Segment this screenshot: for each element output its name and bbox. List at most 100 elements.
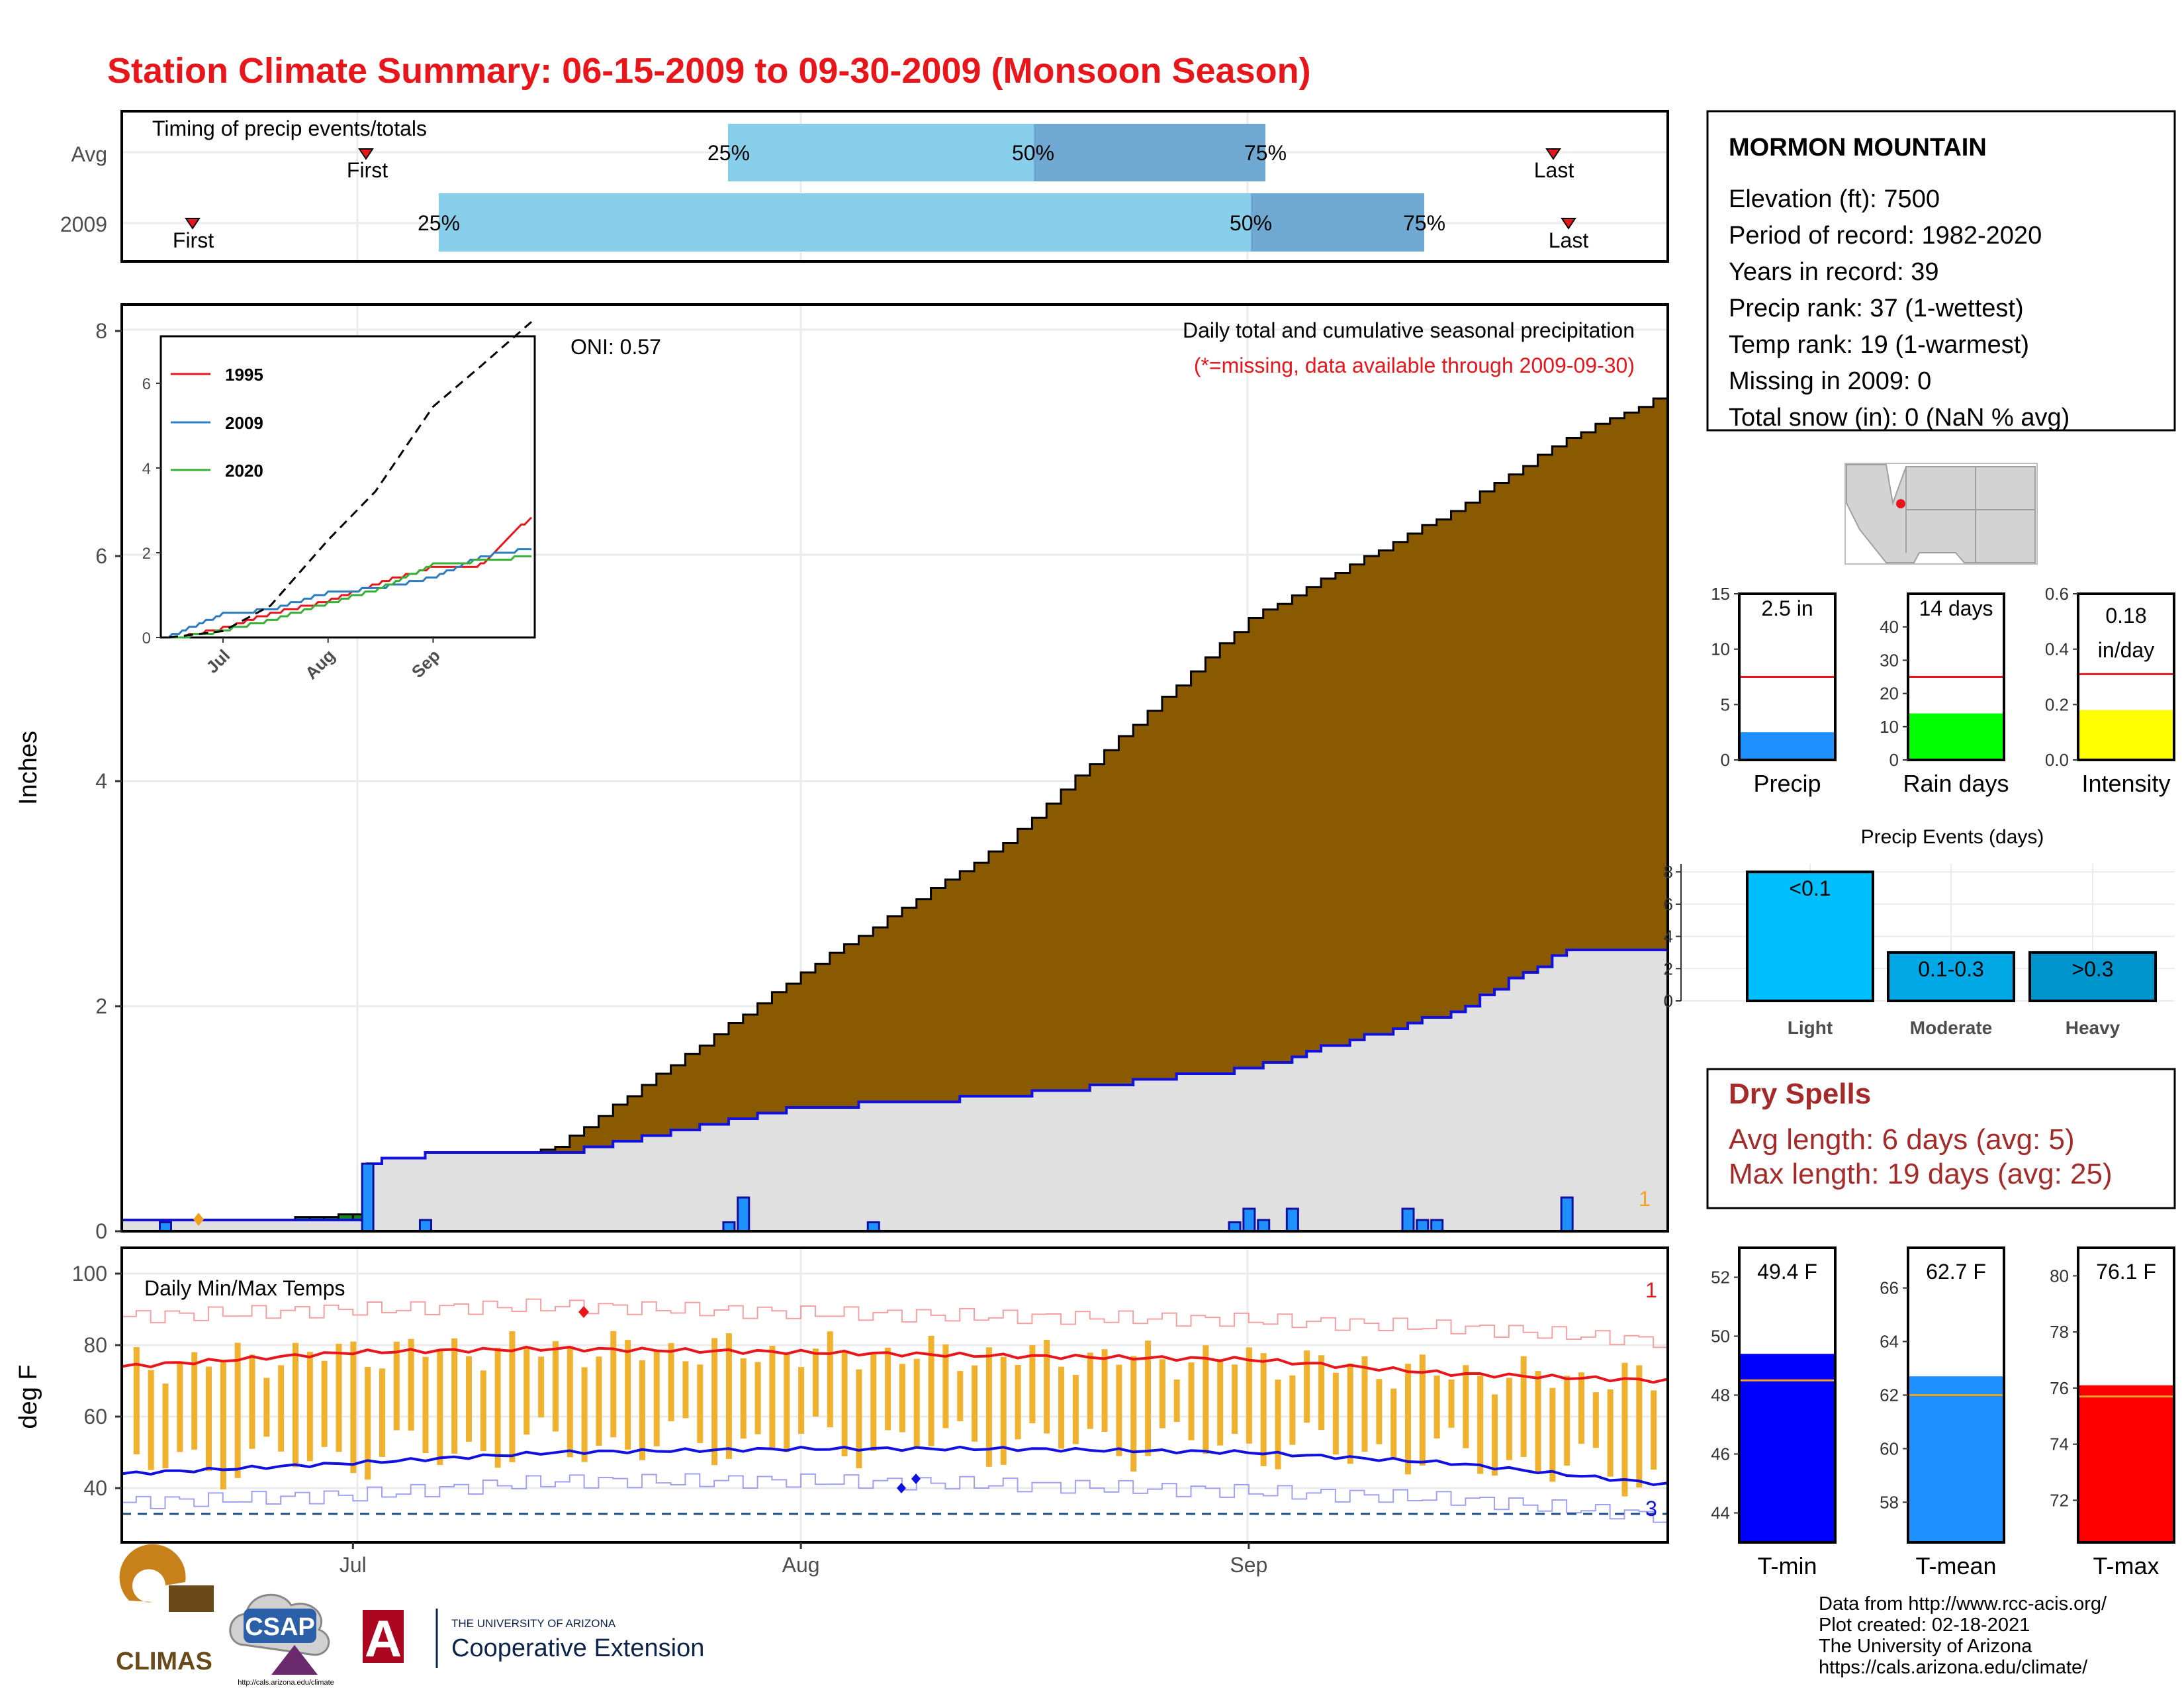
temp-ytick-label: 60 (83, 1405, 107, 1429)
mini-ytick-label: 0.4 (2045, 639, 2069, 659)
daily-temp-bar (1592, 1392, 1599, 1448)
daily-temp-bar (1289, 1375, 1296, 1445)
timing-label: Timing of precip events/totals (152, 117, 427, 140)
daily-temp-bar (1044, 1340, 1050, 1434)
temp-summary-ytick-label: 72 (2050, 1490, 2069, 1510)
daily-temp-bar (205, 1366, 212, 1472)
legend-label-2020: 2020 (225, 461, 263, 481)
daily-temp-bar (133, 1346, 140, 1454)
events-bars: 0 2 4 6 8 <0.1 Light 0.1-0.3 Moderate >0.3 Heavy (1664, 862, 2175, 1038)
daily-temp-bar (1000, 1356, 1007, 1465)
daily-temp-bar (191, 1352, 198, 1450)
events-ytick-label: 2 (1664, 959, 1673, 978)
ua-small-text: THE UNIVERSITY OF ARIZONA (451, 1617, 616, 1630)
daily-temp-bar (1506, 1378, 1512, 1460)
inset-chart: 0 2 4 6 Jul Aug Sep 1995 2009 2020 (142, 321, 536, 683)
climas-text: CLIMAS (116, 1648, 212, 1675)
daily-temp-bar (234, 1342, 241, 1478)
mini-ytick-label: 10 (1880, 717, 1899, 737)
mini-frame (2077, 592, 2175, 761)
daily-temp-bar (1376, 1379, 1383, 1444)
events-ytick-label: 8 (1664, 862, 1673, 882)
daily-temp-bar (610, 1331, 617, 1438)
station-line-period: Period of record: 1982-2020 (1729, 222, 2042, 250)
credit-url: https://cals.arizona.edu/climate/ (1819, 1657, 2088, 1678)
inset-average-line (168, 321, 532, 639)
csap-badge (244, 1609, 316, 1643)
daily-temp-bar (870, 1354, 877, 1451)
daily-temp-bar (480, 1370, 486, 1452)
daily-temp-bar (1246, 1347, 1252, 1444)
temp-summary-ytick-label: 58 (1880, 1492, 1899, 1512)
mini-ytick-label: 15 (1711, 584, 1730, 604)
daily-temp-bar (249, 1354, 255, 1449)
temp-summary-frame (2077, 1246, 2175, 1544)
inset-series-2020 (169, 555, 531, 639)
daily-temp-bar (1145, 1340, 1152, 1456)
daily-temp-bar (841, 1352, 848, 1456)
precip-ytick-label: 2 (95, 994, 107, 1018)
temp-summary-value: 62.7 F (1926, 1260, 1986, 1284)
temp-summary-bars: 44 46 48 50 52 49.4 F T-min 58 60 62 64 66 62.7 F T-m… (1711, 1246, 2175, 1579)
daily-temp-bar (957, 1371, 964, 1421)
y2009-last-label: Last (1549, 228, 1589, 252)
timing-row-avg: Avg (71, 142, 107, 166)
temp-summary-bar-t-mean (1908, 1376, 2004, 1542)
daily-temp-bar (1072, 1375, 1079, 1444)
csap-text: CSAP (245, 1613, 315, 1641)
precip-note-2: (*=missing, data available through 2009-… (1194, 353, 1635, 377)
events-ytick-label: 6 (1664, 894, 1673, 914)
temp-ytick-label: 40 (83, 1476, 107, 1500)
inset-series-2009 (167, 548, 531, 639)
tmin-count: 3 (1645, 1497, 1657, 1521)
inset-legend: 1995 2009 2020 (171, 365, 263, 481)
csap-mountain (271, 1645, 318, 1675)
daily-temp-bar (494, 1348, 501, 1468)
station-name: MORMON MOUNTAIN (1729, 134, 1987, 162)
temp-summary-ytick-label: 48 (1711, 1385, 1730, 1405)
mini-ytick-label: 10 (1711, 639, 1730, 659)
daily-temp-bar (596, 1356, 602, 1446)
daily-temp-bar (538, 1356, 545, 1418)
inset-ytick-label: 6 (142, 375, 151, 393)
temp-summary-ytick-label: 74 (2050, 1434, 2069, 1454)
mini-category-label: Precip (1753, 770, 1821, 797)
avg-min-line (121, 1445, 1668, 1487)
daily-temp-bar (1116, 1364, 1122, 1456)
temp-summary-ytick-label: 66 (1880, 1278, 1899, 1298)
daily-temp-bar (653, 1351, 660, 1446)
mini-value-label: 0.18 (2105, 604, 2146, 628)
temp-summary-ytick-label: 64 (1880, 1332, 1899, 1352)
daily-temp-bar (1419, 1354, 1426, 1466)
dry-spells-frame (1706, 1068, 2176, 1209)
daily-temp-bar (1361, 1356, 1368, 1452)
daily-temp-bar (509, 1331, 516, 1462)
precip-ytick-label: 0 (95, 1219, 107, 1243)
events-bar-label: <0.1 (1789, 876, 1831, 900)
daily-temp-bar (451, 1338, 458, 1454)
temp-summary-ytick-label: 76 (2050, 1378, 2069, 1398)
mini-bar-intensity (2078, 710, 2174, 760)
daily-temp-bar (1477, 1376, 1484, 1474)
daily-temp-bar (625, 1340, 631, 1450)
precip-panel: Inches 0 2 4 6 8 ONI: 0.57 Daily total and c… (15, 303, 1669, 1243)
precip-ylabel: Inches (15, 731, 42, 805)
daily-temp-bar (1058, 1366, 1065, 1449)
daily-temp-bar (798, 1367, 805, 1434)
daily-temp-bar (422, 1356, 429, 1454)
climas-logo: CLIMAS (116, 1544, 214, 1675)
inset-lines (167, 321, 533, 639)
timing-avg-bar-late (1034, 124, 1265, 181)
timing-row-2009: 2009 (60, 212, 107, 236)
daily-precip-bar (722, 1221, 736, 1233)
avg-p75-label: 75% (1244, 141, 1287, 165)
events-category-label: Light (1788, 1017, 1833, 1038)
daily-temp-bar (1232, 1364, 1238, 1434)
daily-temp-bar (278, 1365, 285, 1452)
daily-precip-bar (158, 1221, 172, 1233)
dry-spells-avg: Avg length: 6 days (avg: 5) (1729, 1123, 2075, 1156)
credit-university: The University of Arizona (1819, 1636, 2032, 1657)
state-borders (1905, 467, 2035, 563)
events-bar-moderate (1887, 951, 2015, 1002)
